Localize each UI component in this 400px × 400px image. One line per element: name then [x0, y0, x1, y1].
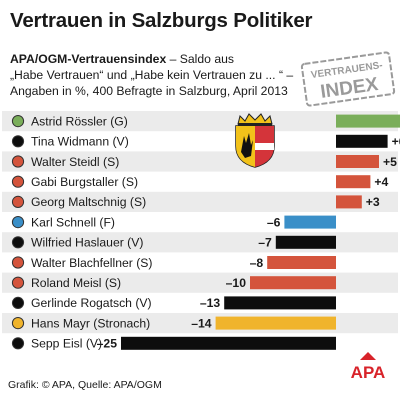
party-dot-icon	[11, 276, 25, 289]
chart-title: Vertrauen in Salzburgs Politiker	[10, 9, 313, 32]
party-dot-icon	[11, 296, 25, 309]
politician-label: Tina Widmann (V)	[31, 135, 129, 149]
politician-label: Wilfried Haslauer (V)	[31, 236, 143, 250]
bar	[336, 175, 371, 189]
politician-label: Astrid Rössler (G)	[31, 114, 128, 128]
party-dot-icon	[11, 216, 25, 229]
bar	[267, 256, 336, 269]
party-dot-icon	[11, 135, 25, 148]
value-label: +6	[392, 135, 400, 149]
party-dot-icon	[11, 337, 25, 350]
value-label: +3	[366, 195, 380, 209]
bar	[336, 114, 400, 128]
politician-label: Roland Meisl (S)	[31, 276, 121, 290]
bar	[121, 336, 336, 350]
value-label: –6	[267, 215, 281, 229]
salzburg-coat-of-arms-icon	[235, 113, 275, 168]
apa-logo-text: APA	[351, 363, 386, 381]
subtitle-line-2: „Habe Vertrauen“ und „Habe kein Vertraue…	[10, 68, 294, 82]
subtitle-line-1: APA/OGM-Vertrauensindex – Saldo aus	[10, 52, 234, 66]
value-label: –13	[200, 296, 221, 310]
party-dot-icon	[11, 175, 25, 188]
politician-label: Gabi Burgstaller (S)	[31, 175, 138, 189]
party-dot-icon	[11, 115, 25, 128]
party-dot-icon	[11, 236, 25, 249]
party-dot-icon	[11, 256, 25, 269]
value-label: –10	[226, 276, 247, 290]
subtitle-line-1-rest: – Saldo aus	[166, 52, 234, 66]
value-label: +5	[383, 155, 397, 169]
politician-label: Sepp Eisl (V)	[31, 337, 102, 351]
value-label: –14	[191, 316, 212, 330]
bar	[250, 276, 336, 290]
value-label: –25	[97, 337, 118, 351]
party-dot-icon	[11, 155, 25, 168]
party-dot-icon	[11, 317, 25, 330]
politician-label: Walter Steidl (S)	[31, 155, 119, 169]
politician-label: Karl Schnell (F)	[31, 215, 115, 229]
bar	[336, 155, 379, 168]
politician-label: Gerlinde Rogatsch (V)	[31, 296, 152, 310]
bar	[284, 215, 336, 229]
subtitle-line-3: Angaben in %, 400 Befragte in Salzburg, …	[10, 84, 288, 98]
bar	[224, 296, 336, 310]
apa-logo-triangle-icon	[360, 352, 376, 360]
row-stripe	[2, 151, 398, 172]
politician-label: Walter Blachfellner (S)	[31, 256, 152, 270]
index-name: APA/OGM-Vertrauensindex	[10, 52, 167, 66]
bar	[215, 316, 336, 330]
row-stripe	[2, 111, 398, 132]
value-label: –7	[258, 236, 272, 250]
value-label: –8	[250, 256, 264, 270]
politician-label: Georg Maltschnig (S)	[31, 195, 146, 209]
apa-logo: APA	[351, 352, 386, 381]
row-stripe	[2, 191, 398, 212]
value-label: +4	[374, 175, 388, 189]
bar	[336, 195, 362, 209]
party-dot-icon	[11, 195, 25, 208]
politician-label: Hans Mayr (Stronach)	[31, 316, 150, 330]
bar	[336, 134, 388, 148]
vertrauensindex-stamp: VERTRAUENS- INDEX	[300, 51, 396, 107]
bar-chart: Astrid Rössler (G)+8Tina Widmann (V)+6Wa…	[2, 111, 400, 351]
bar	[275, 235, 336, 249]
credit-line: Grafik: © APA, Quelle: APA/OGM	[8, 379, 162, 391]
